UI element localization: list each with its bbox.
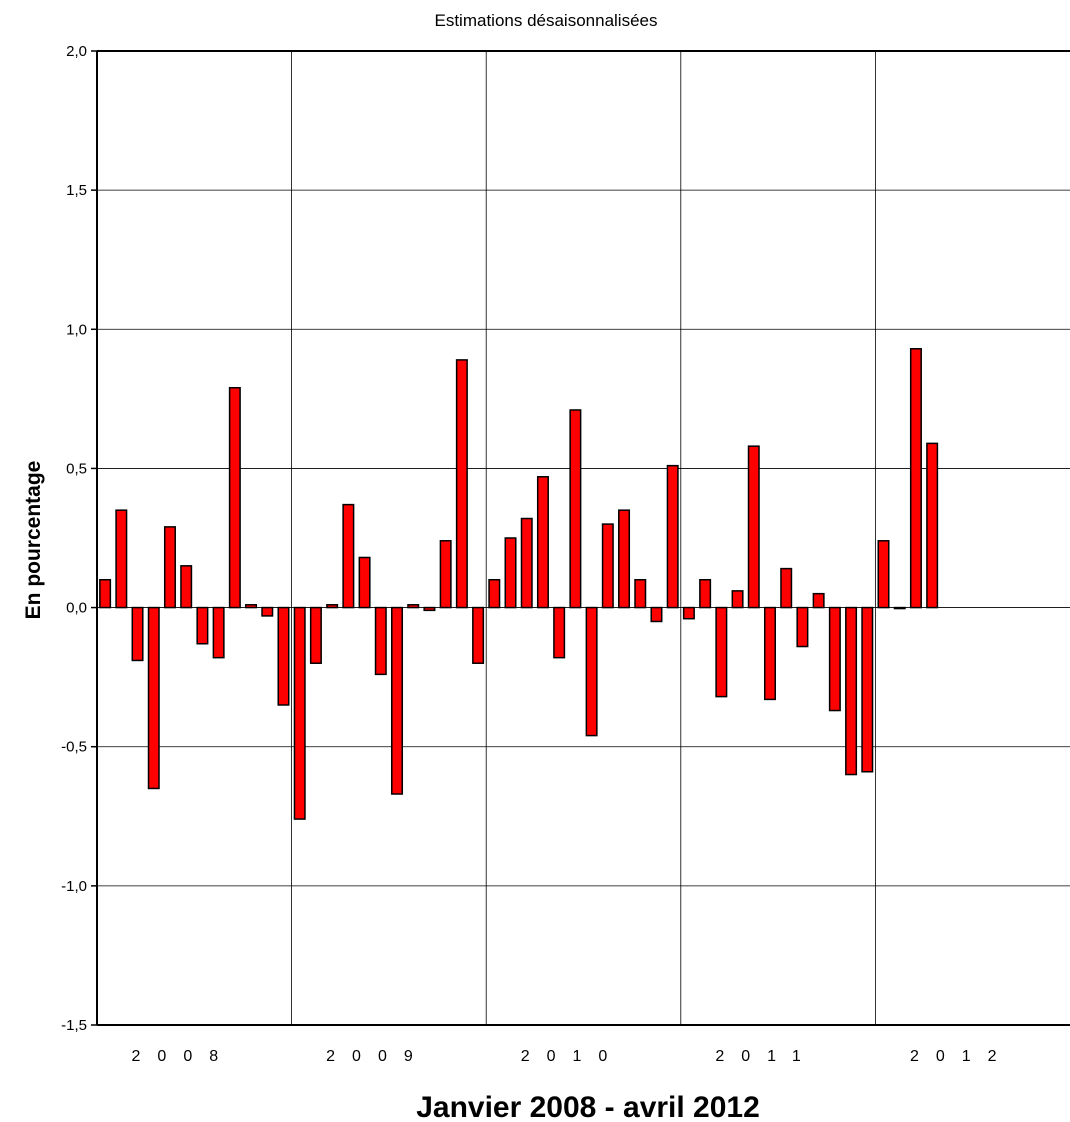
bar-2011-03 (715, 606, 728, 698)
bar-2011-11 (845, 606, 858, 776)
grid-lines (97, 50, 1070, 1026)
bar-2011-10 (828, 606, 841, 712)
bar-2011-04 (731, 590, 744, 609)
bar-2012-03 (909, 348, 922, 609)
bar-2008-12 (277, 606, 290, 706)
bars (99, 348, 939, 820)
bar-2009-08 (407, 604, 420, 609)
bar-2009-09 (423, 606, 436, 612)
y-tick-label: 0,0 (66, 600, 87, 617)
bar-2008-10 (245, 604, 258, 609)
y-tick-label: 1,0 (66, 321, 87, 338)
bar-2009-10 (439, 540, 452, 609)
bar-2010-04 (536, 476, 549, 609)
chart-title: Estimations désaisonnalisées (434, 11, 657, 30)
y-tick-label: -1,5 (61, 1017, 87, 1034)
bar-2010-12 (666, 464, 679, 609)
y-tick-label: -0,5 (61, 739, 87, 756)
bar-2008-03 (131, 606, 144, 662)
bar-2011-07 (780, 567, 793, 609)
axes (91, 50, 1070, 1026)
bar-2010-01 (488, 578, 501, 609)
bar-2008-07 (196, 606, 209, 645)
year-label-2009: 2009 (326, 1048, 430, 1065)
bar-2010-07 (585, 606, 598, 737)
bar-2010-10 (634, 578, 647, 609)
bar-2008-09 (228, 386, 241, 609)
bar-2009-05 (358, 556, 371, 609)
bar-2011-01 (682, 606, 695, 620)
bar-2010-11 (650, 606, 663, 623)
bar-2008-11 (261, 606, 274, 617)
bar-2010-05 (553, 606, 566, 659)
bar-2010-06 (569, 409, 582, 609)
bar-2009-01 (293, 606, 306, 820)
bar-2010-03 (520, 517, 533, 609)
year-label-2010: 2010 (521, 1048, 625, 1065)
bar-2010-02 (504, 537, 517, 609)
bar-2010-08 (601, 523, 614, 609)
bar-2008-05 (163, 526, 176, 609)
bar-2011-12 (861, 606, 874, 773)
bar-2008-04 (147, 606, 160, 790)
bar-2012-02 (893, 606, 906, 610)
x-axis-title: Janvier 2008 - avril 2012 (416, 1091, 760, 1122)
bar-2008-06 (180, 565, 193, 609)
year-label-2011: 2011 (715, 1048, 817, 1065)
bar-2009-04 (342, 503, 355, 609)
bar-2012-04 (926, 442, 939, 609)
bar-2011-09 (812, 592, 825, 609)
year-labels: 2008 2009 2010 2011 2012 (132, 1048, 1014, 1065)
bar-2012-01 (877, 540, 890, 609)
y-tick-labels: 2,0 1,5 1,0 0,5 0,0 -0,5 -1,0 -1,5 (61, 43, 87, 1034)
bar-2009-02 (309, 606, 322, 664)
year-label-2008: 2008 (132, 1048, 236, 1065)
y-axis-title: En pourcentage (22, 461, 45, 620)
year-label-2012: 2012 (910, 1048, 1014, 1065)
bar-2011-02 (699, 578, 712, 609)
bar-2009-11 (455, 359, 468, 609)
y-tick-label: 1,5 (66, 182, 87, 199)
y-tick-label: 2,0 (66, 43, 87, 60)
bar-2009-07 (391, 606, 404, 795)
bar-2008-08 (212, 606, 225, 659)
bar-2011-06 (763, 606, 776, 701)
bar-2009-06 (374, 606, 387, 676)
bar-2010-09 (618, 509, 631, 609)
bar-2008-01 (99, 578, 112, 609)
y-tick-label: -1,0 (61, 878, 87, 895)
y-tick-label: 0,5 (66, 460, 87, 477)
bar-2008-02 (115, 509, 128, 609)
bar-2009-03 (326, 604, 339, 609)
bar-2011-05 (747, 445, 760, 609)
bar-2011-08 (796, 606, 809, 648)
bar-2009-12 (472, 606, 485, 664)
